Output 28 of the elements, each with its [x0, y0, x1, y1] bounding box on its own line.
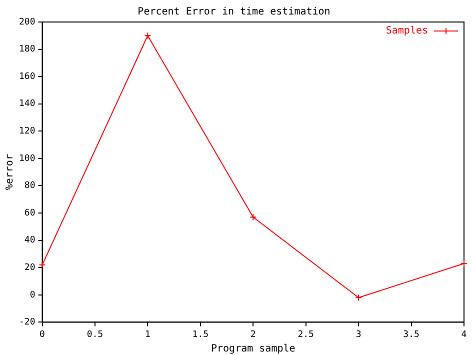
x-tick-label: 1: [144, 330, 150, 340]
y-tick-label: 40: [24, 236, 36, 246]
y-axis-title: %error: [4, 154, 16, 190]
point: [250, 214, 257, 221]
y-tick-label: 60: [24, 208, 36, 218]
y-tick-label: 200: [18, 17, 36, 28]
legend-label: Samples: [386, 26, 428, 37]
point: [144, 32, 152, 40]
x-tick-label: 1.5: [192, 330, 209, 340]
x-tick-label: 3: [356, 330, 362, 340]
x-axis-title: Program sample: [210, 344, 296, 355]
y-tick-label: 180: [18, 44, 36, 55]
point: [355, 294, 362, 302]
y-tick-label: 140: [18, 99, 36, 110]
y-tick-label: 160: [18, 72, 36, 82]
x-tick-label: 2.5: [298, 330, 314, 340]
x-tick-label: 0: [40, 330, 45, 340]
y-tick-label: -20: [18, 318, 36, 328]
x-tick-label: 2: [250, 330, 256, 340]
chart-title: Percent Error in time estimation: [138, 6, 330, 18]
y-tick-label: 0: [30, 290, 36, 300]
x-tick-label: 3.5: [403, 330, 420, 340]
y-tick-label: 120: [18, 126, 36, 137]
x-tick-label: 4: [461, 330, 467, 340]
y-tick-label: 100: [18, 154, 36, 164]
y-tick-label: 20: [24, 262, 36, 273]
x-tick-label: 0.5: [86, 330, 104, 340]
y-tick-label: 80: [24, 181, 36, 192]
